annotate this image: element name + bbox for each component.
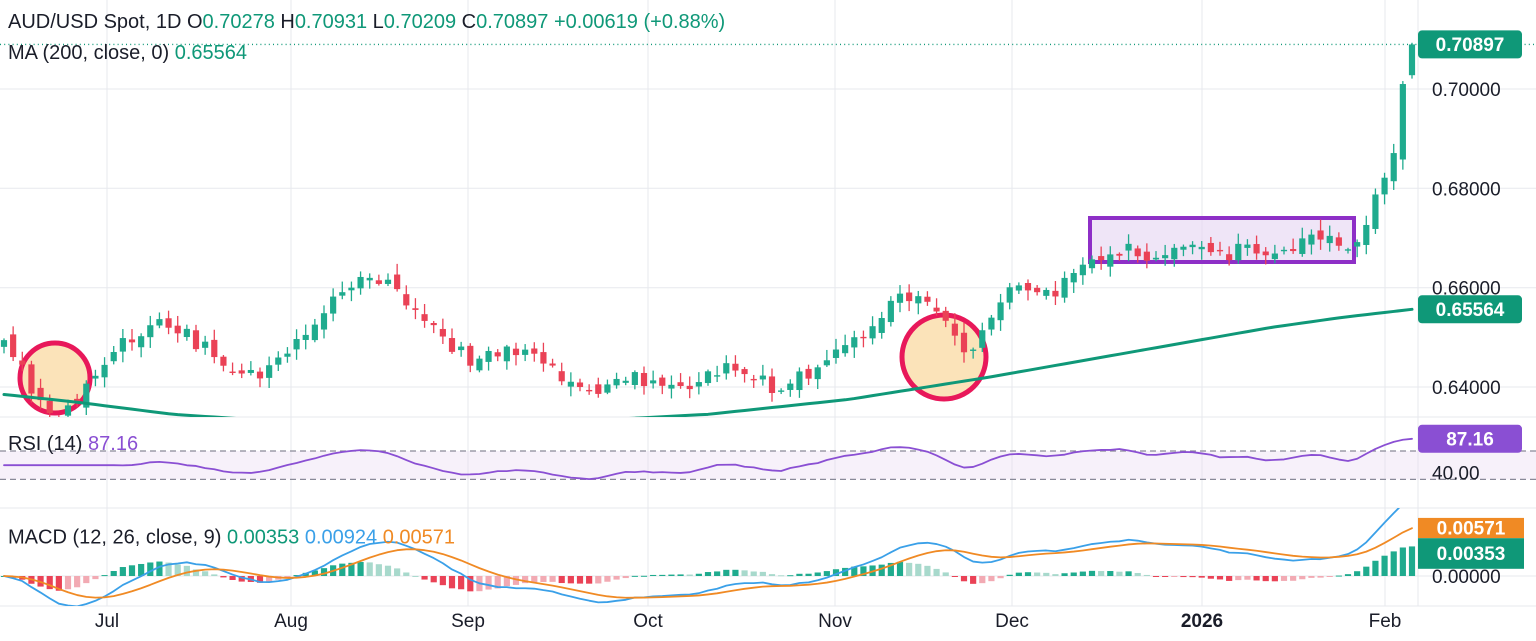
svg-text:0.70897: 0.70897 — [1436, 35, 1505, 56]
svg-text:MACD (12, 26, close, 9) 0.003: MACD (12, 26, close, 9) 0.00353 0.00924 … — [8, 527, 455, 549]
svg-text:Aug: Aug — [274, 611, 308, 632]
svg-text:0.00353: 0.00353 — [1437, 544, 1506, 565]
svg-text:0.65564: 0.65564 — [1436, 300, 1505, 321]
svg-text:Jul: Jul — [95, 611, 119, 632]
svg-text:RSI (14) 87.16: RSI (14) 87.16 — [8, 433, 138, 455]
svg-text:MA (200, close, 0) 0.65564: MA (200, close, 0) 0.65564 — [8, 42, 247, 64]
svg-text:Feb: Feb — [1369, 611, 1402, 632]
svg-text:0.70000: 0.70000 — [1432, 80, 1501, 101]
svg-text:Dec: Dec — [995, 611, 1029, 632]
svg-text:Oct: Oct — [633, 611, 663, 632]
svg-text:0.00000: 0.00000 — [1432, 567, 1501, 588]
svg-text:0.68000: 0.68000 — [1432, 179, 1501, 200]
svg-text:2026: 2026 — [1181, 611, 1223, 632]
svg-text:Sep: Sep — [451, 611, 485, 632]
svg-text:AUD/USD Spot, 1D O0.70278: AUD/USD Spot, 1D O0.70278 H0.70931 L0.70… — [8, 11, 725, 33]
svg-text:87.16: 87.16 — [1446, 429, 1494, 450]
svg-text:Nov: Nov — [818, 611, 852, 632]
svg-text:0.64000: 0.64000 — [1432, 378, 1501, 399]
svg-text:0.00571: 0.00571 — [1437, 519, 1506, 540]
svg-text:40.00: 40.00 — [1432, 463, 1480, 484]
